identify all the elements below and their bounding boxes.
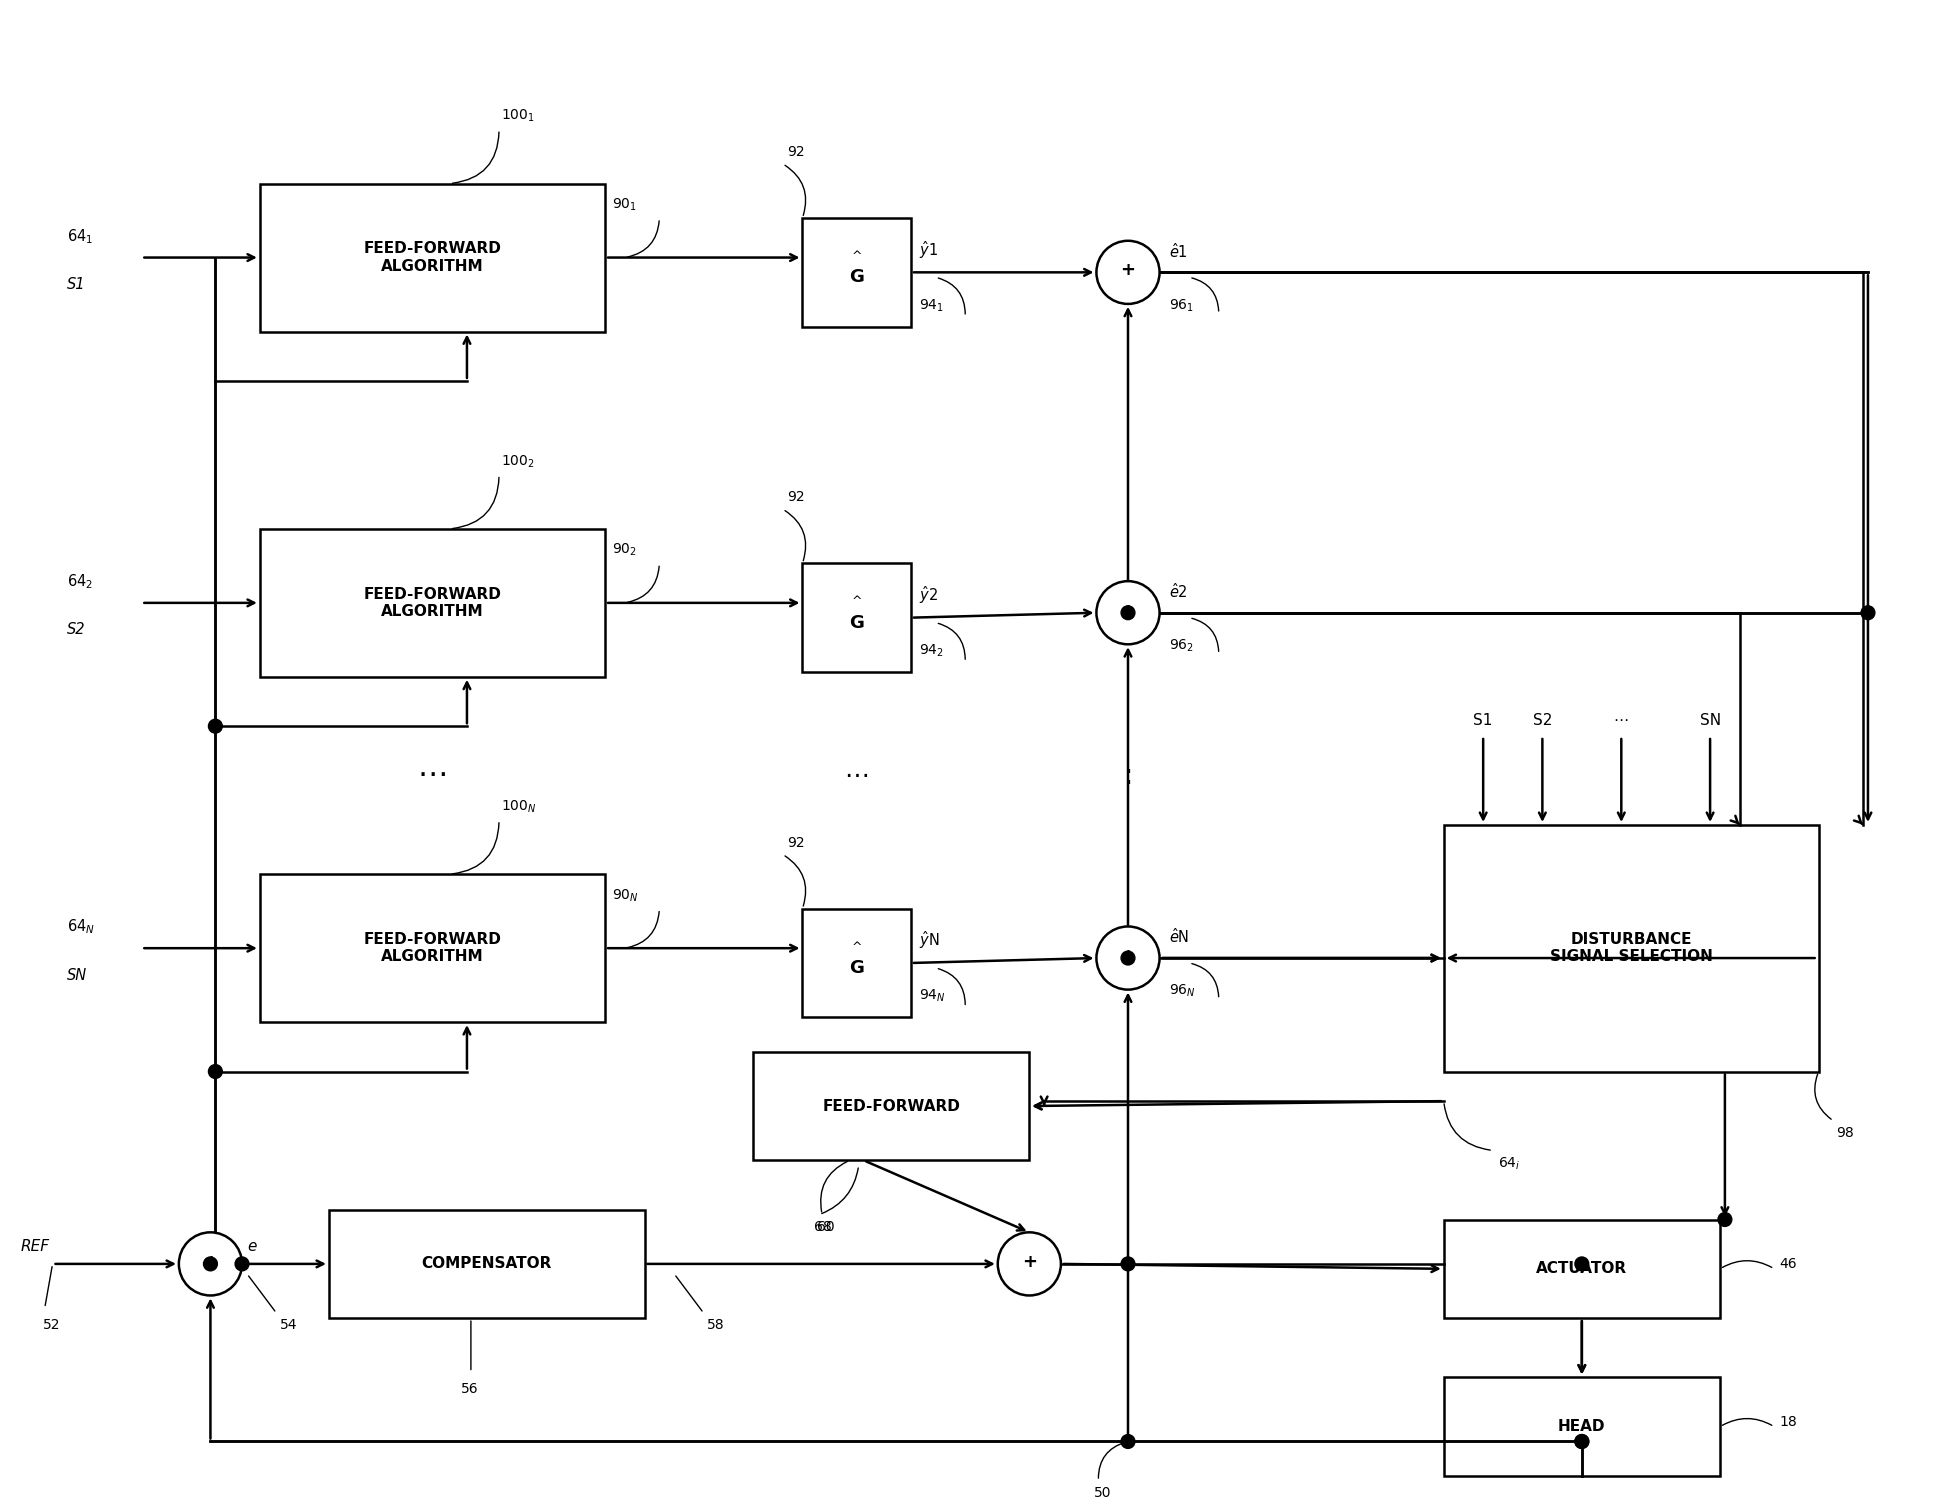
Circle shape: [235, 1257, 249, 1271]
Text: 54: 54: [280, 1319, 298, 1332]
Text: S1: S1: [67, 278, 86, 293]
Text: 90$_1$: 90$_1$: [612, 196, 637, 213]
Text: 96$_N$: 96$_N$: [1170, 982, 1196, 999]
Text: 64$_N$: 64$_N$: [67, 917, 96, 937]
FancyBboxPatch shape: [261, 874, 606, 1022]
Text: 68: 68: [813, 1219, 831, 1233]
Text: +: +: [1121, 602, 1135, 620]
Circle shape: [1719, 1213, 1733, 1227]
FancyBboxPatch shape: [802, 563, 911, 672]
Text: S1: S1: [1474, 714, 1494, 729]
Circle shape: [1096, 241, 1160, 303]
Text: ⋯: ⋯: [417, 761, 447, 791]
FancyBboxPatch shape: [261, 528, 606, 678]
FancyBboxPatch shape: [329, 1210, 645, 1319]
Text: 92: 92: [788, 145, 806, 158]
Circle shape: [1096, 927, 1160, 990]
Circle shape: [208, 1065, 221, 1079]
Text: 100$_1$: 100$_1$: [502, 109, 535, 124]
Text: COMPENSATOR: COMPENSATOR: [421, 1257, 553, 1272]
Text: 94$_1$: 94$_1$: [919, 297, 945, 314]
Text: DISTURBANCE
SIGNAL SELECTION: DISTURBANCE SIGNAL SELECTION: [1550, 933, 1713, 964]
Text: 64$_i$: 64$_i$: [1497, 1156, 1521, 1172]
FancyBboxPatch shape: [1445, 1378, 1721, 1476]
Circle shape: [1121, 951, 1135, 964]
FancyBboxPatch shape: [802, 219, 911, 326]
Text: ACTUATOR: ACTUATOR: [1537, 1262, 1627, 1277]
Circle shape: [1576, 1435, 1590, 1449]
Text: 96$_2$: 96$_2$: [1170, 638, 1194, 655]
Text: 94$_N$: 94$_N$: [919, 988, 945, 1005]
Text: S2: S2: [1533, 714, 1552, 729]
FancyBboxPatch shape: [1445, 825, 1819, 1071]
Text: 96$_1$: 96$_1$: [1170, 297, 1194, 314]
Text: SN: SN: [67, 967, 88, 982]
Text: :: :: [1123, 762, 1133, 789]
Text: 18: 18: [1780, 1415, 1797, 1429]
Text: 60: 60: [817, 1219, 835, 1233]
Text: 94$_2$: 94$_2$: [919, 643, 945, 659]
Text: 100$_N$: 100$_N$: [502, 798, 537, 815]
Text: 92: 92: [788, 490, 806, 504]
Circle shape: [1121, 605, 1135, 620]
Text: ^: ^: [851, 940, 862, 954]
Text: ^: ^: [851, 596, 862, 608]
Text: 98: 98: [1837, 1126, 1854, 1139]
Text: ^: ^: [851, 250, 862, 263]
Circle shape: [1121, 1257, 1135, 1271]
Text: +: +: [1121, 948, 1135, 966]
Text: 64$_2$: 64$_2$: [67, 572, 94, 592]
Circle shape: [1862, 605, 1876, 620]
Circle shape: [208, 720, 221, 733]
Text: $\hat{y}$1: $\hat{y}$1: [919, 238, 937, 261]
Text: 50: 50: [1094, 1486, 1111, 1500]
Text: FEED-FORWARD
ALGORITHM: FEED-FORWARD ALGORITHM: [363, 933, 502, 964]
Text: +: +: [1021, 1252, 1037, 1271]
Text: +: +: [1121, 261, 1135, 279]
Text: SN: SN: [1699, 714, 1721, 729]
Text: FEED-FORWARD
ALGORITHM: FEED-FORWARD ALGORITHM: [363, 587, 502, 619]
Text: $\hat{e}$1: $\hat{e}$1: [1170, 241, 1188, 261]
Circle shape: [204, 1257, 218, 1271]
Text: REF: REF: [22, 1239, 51, 1254]
Text: 58: 58: [708, 1319, 725, 1332]
Text: G: G: [849, 614, 864, 632]
Text: $\hat{y}$N: $\hat{y}$N: [919, 930, 939, 951]
Circle shape: [178, 1233, 241, 1295]
Circle shape: [1576, 1435, 1590, 1449]
Text: 90$_2$: 90$_2$: [612, 542, 637, 558]
Text: $\hat{e}$N: $\hat{e}$N: [1170, 928, 1190, 946]
Text: G: G: [849, 958, 864, 976]
Text: 52: 52: [43, 1319, 61, 1332]
Text: 46: 46: [1780, 1257, 1797, 1271]
Circle shape: [998, 1233, 1060, 1295]
Text: FEED-FORWARD
ALGORITHM: FEED-FORWARD ALGORITHM: [363, 241, 502, 273]
Text: 100$_2$: 100$_2$: [502, 453, 535, 469]
Text: +: +: [204, 1252, 218, 1271]
FancyBboxPatch shape: [802, 908, 911, 1017]
Text: S2: S2: [67, 622, 86, 637]
Circle shape: [1576, 1257, 1590, 1271]
Circle shape: [1121, 1435, 1135, 1449]
Text: ⋯: ⋯: [1613, 714, 1629, 729]
FancyBboxPatch shape: [753, 1052, 1029, 1160]
Text: G: G: [849, 269, 864, 287]
Text: ⋯: ⋯: [845, 764, 868, 788]
Text: FEED-FORWARD: FEED-FORWARD: [823, 1099, 960, 1114]
Text: e: e: [247, 1239, 257, 1254]
Text: $\hat{y}$2: $\hat{y}$2: [919, 584, 937, 605]
Text: $\hat{e}$2: $\hat{e}$2: [1170, 582, 1188, 601]
Text: HEAD: HEAD: [1558, 1418, 1605, 1434]
Text: 56: 56: [461, 1382, 478, 1396]
FancyBboxPatch shape: [1445, 1219, 1721, 1319]
Text: 90$_N$: 90$_N$: [612, 887, 639, 904]
Text: 64$_1$: 64$_1$: [67, 226, 94, 246]
FancyBboxPatch shape: [261, 184, 606, 332]
Circle shape: [1096, 581, 1160, 644]
Text: 92: 92: [788, 836, 806, 850]
